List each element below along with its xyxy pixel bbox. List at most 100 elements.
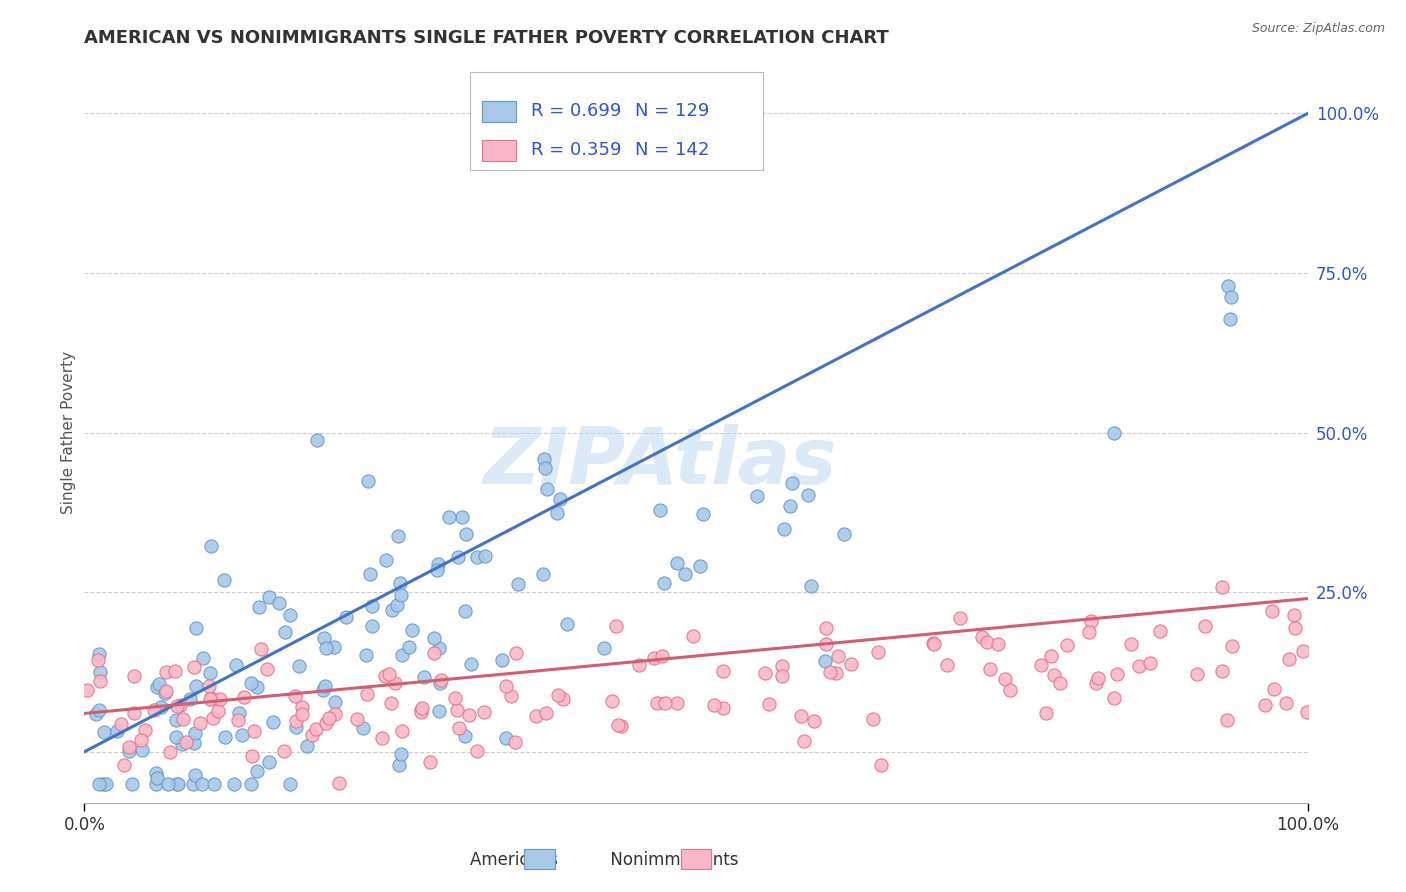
Point (429, 676, 451, 690)
Point (285, 720, 308, 734)
Point (814, 654, 837, 668)
Point (711, 701, 734, 715)
Point (533, 452, 555, 467)
Point (305, 722, 328, 736)
Point (172, 712, 194, 726)
Point (278, 777, 301, 791)
Point (240, 749, 263, 764)
Text: N = 142: N = 142 (636, 141, 709, 160)
Point (505, 735, 527, 749)
Point (935, 658, 957, 673)
Point (534, 461, 557, 475)
Point (825, 665, 848, 680)
Point (169, 698, 191, 712)
Point (110, 717, 132, 731)
Point (224, 777, 246, 791)
Point (174, 735, 197, 749)
Point (273, 744, 295, 758)
Point (866, 645, 889, 659)
Point (1185, 667, 1208, 681)
Point (378, 667, 401, 681)
Point (1104, 691, 1126, 706)
Point (869, 758, 891, 772)
Point (627, 657, 650, 672)
Point (89, 673, 111, 688)
Point (184, 680, 207, 694)
Point (193, 651, 215, 665)
Point (179, 692, 201, 706)
Point (184, 726, 207, 740)
Point (666, 697, 689, 711)
Point (1275, 696, 1298, 710)
Point (183, 736, 205, 750)
Point (1029, 658, 1052, 673)
Point (166, 777, 188, 791)
Point (284, 690, 307, 704)
Point (357, 474, 380, 488)
Point (312, 683, 335, 698)
Point (1128, 659, 1150, 673)
Point (1211, 664, 1233, 678)
Point (472, 705, 495, 719)
Point (76, 682, 98, 697)
Point (89, 648, 111, 662)
Point (839, 657, 862, 671)
Point (257, 756, 280, 770)
Point (607, 718, 630, 732)
Point (380, 696, 402, 710)
Point (257, 591, 280, 605)
Point (315, 641, 337, 656)
Point (148, 677, 170, 691)
Point (121, 777, 143, 791)
Point (1220, 290, 1243, 304)
Point (165, 713, 187, 727)
Point (495, 731, 517, 745)
Point (793, 733, 815, 747)
Point (256, 662, 278, 676)
Point (745, 489, 768, 503)
Point (1282, 608, 1305, 623)
Point (153, 686, 176, 700)
Point (87, 653, 110, 667)
Point (159, 745, 181, 759)
Point (665, 556, 688, 570)
Point (800, 579, 823, 593)
Point (1254, 698, 1277, 713)
Point (643, 651, 665, 665)
Point (1078, 625, 1101, 640)
Point (389, 588, 412, 602)
Point (371, 731, 394, 745)
Point (430, 673, 453, 688)
Point (145, 777, 167, 791)
Point (754, 666, 776, 681)
Point (105, 724, 128, 739)
Text: R = 0.699: R = 0.699 (531, 103, 621, 120)
Point (508, 577, 530, 591)
Text: Source: ZipAtlas.com: Source: ZipAtlas.com (1251, 22, 1385, 36)
Point (1278, 652, 1301, 666)
Point (413, 670, 436, 684)
Point (262, 715, 284, 730)
Point (862, 712, 884, 726)
Point (1194, 619, 1216, 633)
Text: R = 0.359: R = 0.359 (531, 141, 621, 160)
Point (346, 712, 368, 726)
Point (1220, 639, 1243, 653)
Point (832, 526, 855, 541)
Point (654, 696, 676, 710)
Point (129, 733, 152, 747)
Point (437, 509, 460, 524)
Point (1139, 657, 1161, 671)
Point (814, 621, 837, 635)
Point (287, 659, 309, 673)
Point (1296, 706, 1319, 720)
Point (1216, 278, 1239, 293)
Point (474, 549, 496, 563)
Point (976, 635, 998, 649)
Point (1043, 667, 1066, 681)
Point (228, 706, 250, 720)
Point (315, 716, 337, 731)
Point (307, 433, 329, 447)
Point (291, 699, 314, 714)
Point (790, 708, 813, 723)
